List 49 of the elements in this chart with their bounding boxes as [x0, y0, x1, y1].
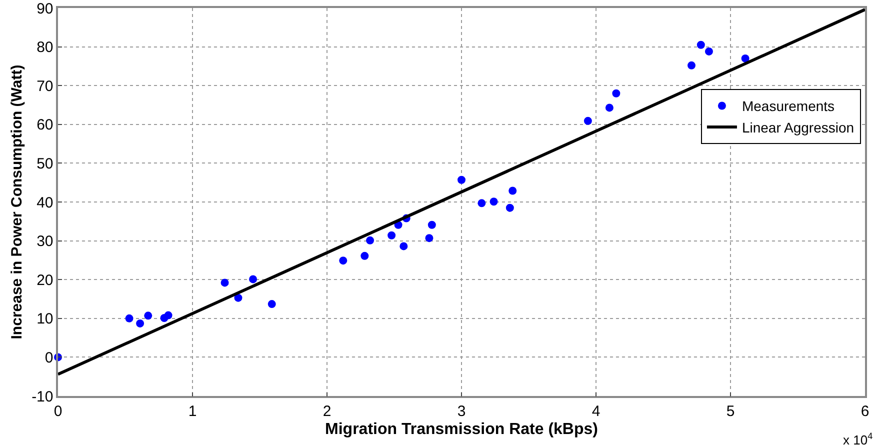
point — [428, 220, 436, 229]
point — [458, 176, 466, 184]
legend-label: Linear Aggression — [742, 119, 854, 136]
x-tick-label: 3 — [457, 402, 466, 420]
x-tick-label: 4 — [592, 402, 600, 420]
point — [366, 236, 374, 244]
point — [360, 252, 369, 260]
point — [339, 256, 348, 265]
y-tick-label: 20 — [36, 272, 54, 289]
x-tick-label: 2 — [322, 402, 332, 420]
point — [508, 186, 517, 195]
text: x 10$^{4}$ — [843, 431, 873, 446]
x-axis-title: Migration Transmission Rate (kBps) — [325, 420, 598, 438]
x-tick-label: 6 — [860, 402, 870, 420]
point — [268, 300, 276, 308]
point — [425, 234, 434, 242]
point — [704, 47, 713, 56]
x-tick-label: 1 — [188, 402, 197, 420]
y-tick-label: 30 — [36, 233, 54, 250]
point — [688, 61, 696, 70]
point — [136, 319, 144, 328]
point — [125, 314, 134, 322]
point — [388, 231, 396, 240]
point — [249, 275, 258, 284]
point — [490, 198, 498, 206]
y-tick-label: -10 — [32, 388, 54, 406]
point — [164, 311, 172, 320]
point — [234, 294, 242, 302]
point — [506, 204, 514, 212]
point — [612, 89, 620, 98]
y-tick-label: 10 — [36, 310, 54, 328]
y-tick-label: 80 — [36, 39, 54, 56]
point — [584, 116, 592, 125]
point — [741, 54, 750, 62]
y-tick-label: 40 — [36, 194, 54, 212]
y-tick-label: 70 — [36, 78, 54, 95]
point — [605, 104, 614, 112]
y-tick-label: 60 — [36, 116, 54, 134]
point — [696, 40, 705, 49]
point — [144, 312, 152, 320]
y-axis-title: Increase in Power Consumption (Watt) — [8, 64, 26, 340]
point — [220, 278, 229, 287]
y-tick-label: 90 — [36, 0, 54, 18]
point — [400, 242, 408, 250]
y-tick-label: 50 — [36, 155, 54, 172]
point — [478, 199, 486, 208]
y-tick-label: 0 — [44, 349, 54, 366]
legend-label: Measurements — [742, 98, 835, 114]
x-tick-label: 5 — [726, 402, 735, 420]
